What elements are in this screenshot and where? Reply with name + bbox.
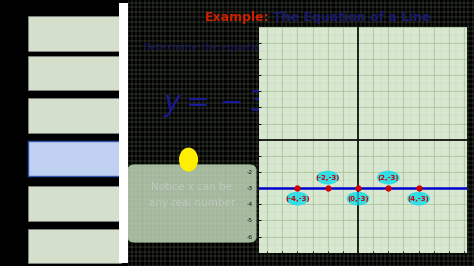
Text: (0,-3): (0,-3) (347, 196, 369, 202)
Text: Example:: Example: (205, 11, 270, 24)
Ellipse shape (286, 192, 309, 205)
Text: (2,-3): (2,-3) (377, 174, 399, 181)
Text: The Equation of a Line: The Equation of a Line (273, 11, 431, 24)
FancyBboxPatch shape (27, 141, 121, 176)
Text: $y = -3$: $y = -3$ (163, 88, 265, 119)
Ellipse shape (316, 171, 339, 184)
FancyBboxPatch shape (27, 141, 121, 176)
FancyBboxPatch shape (119, 3, 128, 263)
FancyBboxPatch shape (27, 98, 121, 133)
Text: Notice x can be
any real number: Notice x can be any real number (149, 182, 235, 208)
Ellipse shape (377, 171, 400, 184)
FancyBboxPatch shape (27, 186, 121, 221)
Text: (4,-3): (4,-3) (408, 196, 429, 202)
Text: (-2,-3): (-2,-3) (316, 174, 340, 181)
Ellipse shape (407, 192, 430, 205)
FancyBboxPatch shape (0, 0, 23, 266)
Ellipse shape (346, 192, 369, 205)
Text: Determine the equation of the line.: Determine the equation of the line. (142, 43, 326, 52)
FancyBboxPatch shape (128, 165, 256, 242)
FancyBboxPatch shape (27, 16, 121, 51)
FancyBboxPatch shape (27, 229, 121, 263)
FancyBboxPatch shape (27, 56, 121, 90)
Text: (-4,-3): (-4,-3) (285, 196, 310, 202)
Ellipse shape (179, 148, 198, 172)
